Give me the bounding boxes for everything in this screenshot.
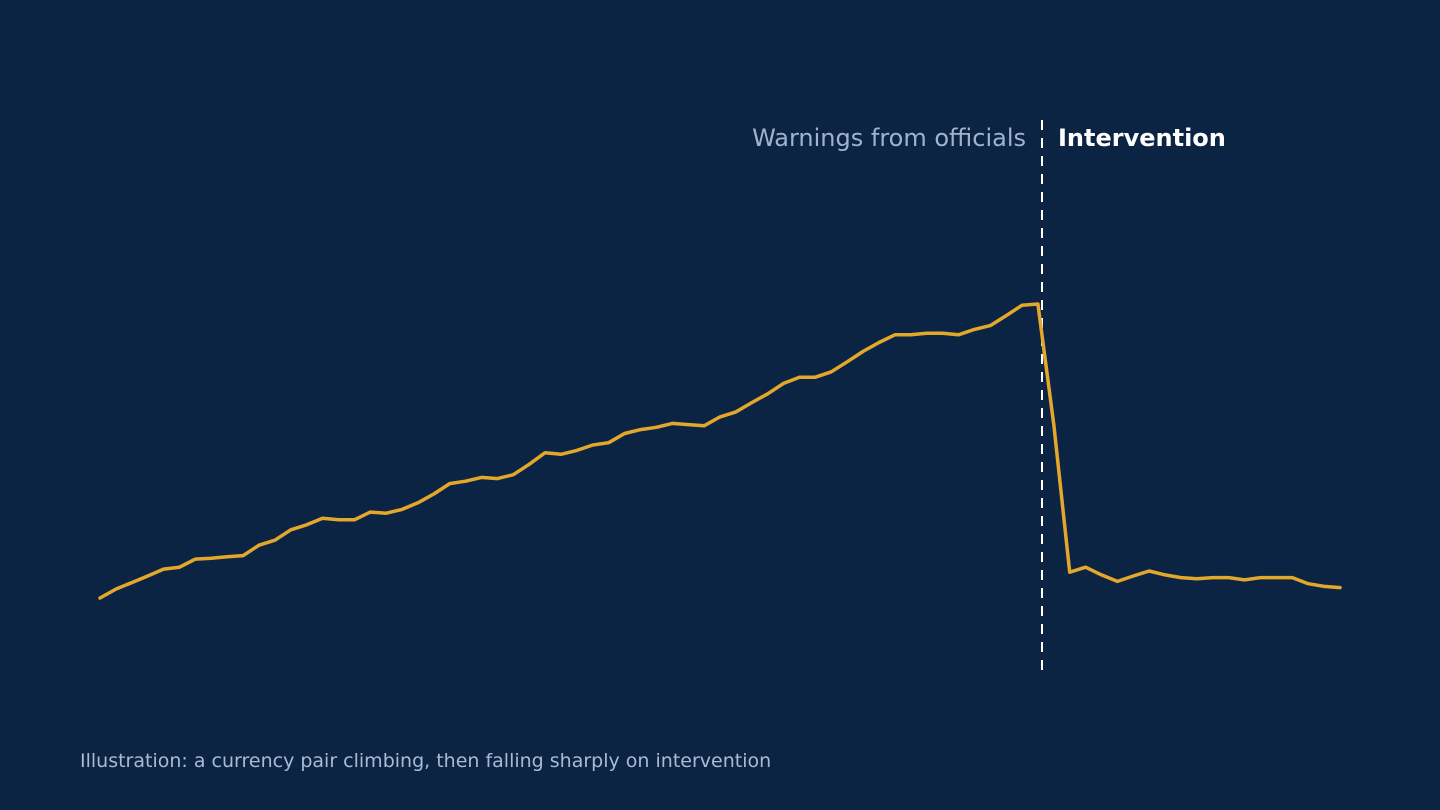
warnings-label: Warnings from officials	[752, 124, 1026, 152]
intervention-label: Intervention	[1058, 124, 1226, 152]
series-line	[98, 302, 1342, 600]
chart-caption: Illustration: a currency pair climbing, …	[80, 750, 772, 772]
